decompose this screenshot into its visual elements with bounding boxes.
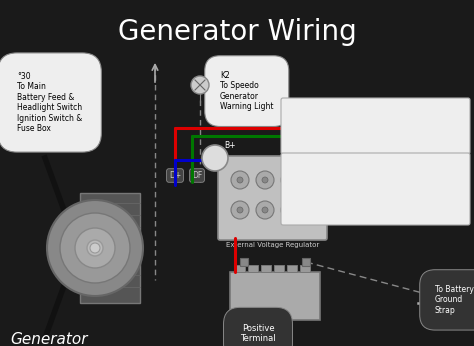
Circle shape [47,200,143,296]
Circle shape [231,201,249,219]
Circle shape [75,228,115,268]
Bar [240,258,248,266]
Text: Generator Wiring: Generator Wiring [118,18,356,46]
Circle shape [237,207,243,213]
Text: D+: D+ [341,164,353,173]
Circle shape [87,240,103,256]
Circle shape [262,177,268,183]
Text: Positive
Terminal: Positive Terminal [240,324,276,343]
Circle shape [281,171,299,189]
Text: B+: B+ [224,141,236,150]
Bar [248,265,258,272]
Bar [302,258,310,266]
Bar [235,265,245,272]
Text: To Battery
Ground
Strap: To Battery Ground Strap [435,285,474,315]
Bar [230,272,320,320]
Text: K2
To Speedo
Generator
Warning Light: K2 To Speedo Generator Warning Light [220,71,273,111]
Text: (Warning Light Wire) Small Green Wire: (Warning Light Wire) Small Green Wire [305,189,428,194]
Circle shape [191,76,209,94]
Text: °30
To Main
Battery Feed &
Headlight Switch
Ignition Switch &
Fuse Box: °30 To Main Battery Feed & Headlight Swi… [17,72,82,133]
Circle shape [256,201,274,219]
Text: At the original Generator,: At the original Generator, [320,161,431,170]
Circle shape [256,171,274,189]
Text: the wiring terminals were labeled:: the wiring terminals were labeled: [301,172,450,181]
Text: Pre '67, Voltage Regulator mounted on Generator.: Pre '67, Voltage Regulator mounted on Ge… [288,120,463,126]
Circle shape [231,171,249,189]
Text: DF: DF [289,185,310,199]
Circle shape [262,207,268,213]
Bar [287,265,297,272]
Circle shape [237,177,243,183]
Text: DF: DF [192,171,202,180]
Bar [300,265,310,272]
Text: D+: D+ [289,201,312,215]
Bar [261,265,271,272]
FancyBboxPatch shape [322,160,338,197]
Text: (Charging Output) Large Red Wire: (Charging Output) Large Red Wire [305,205,414,210]
Text: External Voltage Regulator: External Voltage Regulator [226,242,319,248]
FancyBboxPatch shape [218,156,327,240]
Text: Generator: Generator [10,332,88,346]
Text: DF: DF [341,203,351,212]
Circle shape [202,145,228,171]
Bar [80,193,140,303]
Circle shape [287,207,293,213]
Bar [274,265,284,272]
Text: 61: 61 [207,153,223,163]
Circle shape [281,201,299,219]
Text: Regulator Placement: Regulator Placement [326,106,426,115]
Circle shape [287,177,293,183]
FancyBboxPatch shape [281,153,470,225]
FancyBboxPatch shape [281,98,470,154]
Circle shape [90,243,100,253]
Text: D+: D+ [169,171,181,180]
Circle shape [60,213,130,283]
Text: 67-On, Regulator mounted under rear seat.: 67-On, Regulator mounted under rear seat… [288,132,440,138]
